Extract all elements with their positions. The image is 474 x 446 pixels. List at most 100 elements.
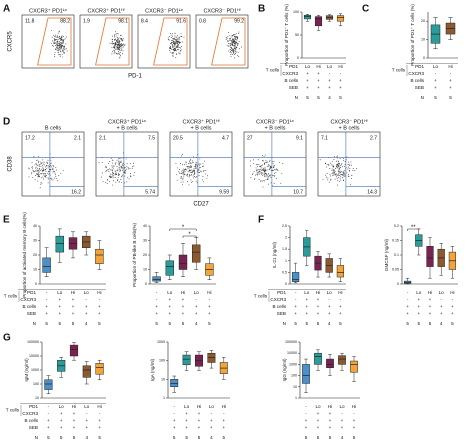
event-dot bbox=[127, 177, 129, 179]
event-dot bbox=[115, 172, 117, 174]
event-dot bbox=[191, 172, 193, 174]
event-dot bbox=[203, 170, 205, 172]
condition-cell: + bbox=[317, 71, 320, 76]
event-dot bbox=[56, 46, 58, 48]
event-dot bbox=[260, 180, 262, 182]
condition-cell: + bbox=[47, 425, 50, 430]
event-dot bbox=[178, 41, 180, 42]
condition-cell: 5 bbox=[73, 435, 76, 440]
event-dot bbox=[261, 160, 263, 161]
condition-cell: + bbox=[98, 311, 101, 316]
event-dot bbox=[115, 48, 117, 50]
event-dot bbox=[43, 174, 45, 176]
event-dot bbox=[202, 163, 204, 165]
event-dot bbox=[53, 170, 55, 172]
event-dot bbox=[116, 35, 118, 37]
event-dot bbox=[261, 169, 263, 171]
row-label: CXCR3 bbox=[270, 297, 286, 302]
event-dot bbox=[129, 163, 131, 165]
event-dot bbox=[347, 163, 349, 165]
flow-plot-title: CXCR3⁻ PD1ᴴⁱ bbox=[330, 117, 367, 125]
event-dot bbox=[234, 36, 235, 37]
event-dot bbox=[234, 53, 236, 55]
condition-cell: + bbox=[305, 311, 308, 316]
event-dot bbox=[40, 165, 42, 167]
box bbox=[95, 248, 104, 264]
event-dot bbox=[275, 168, 277, 170]
event-dot bbox=[334, 169, 335, 171]
event-dot bbox=[36, 159, 37, 161]
event-dot bbox=[57, 44, 59, 46]
condition-cell: Lo bbox=[416, 290, 422, 295]
condition-cell: + bbox=[73, 418, 76, 423]
event-dot bbox=[231, 42, 233, 44]
condition-cell: + bbox=[329, 411, 332, 416]
event-dot bbox=[44, 175, 46, 177]
event-dot bbox=[330, 175, 331, 177]
event-dot bbox=[52, 168, 54, 170]
flow-plot-title: CXCR3⁻ PD1ᴸᵒ bbox=[256, 118, 294, 125]
condition-cell: Lo bbox=[304, 290, 310, 295]
event-dot bbox=[175, 39, 177, 41]
event-dot bbox=[115, 163, 117, 165]
event-dot bbox=[171, 41, 173, 43]
y-tick-label: 20 bbox=[421, 19, 425, 23]
event-dot bbox=[234, 52, 236, 54]
condition-cell: - bbox=[340, 71, 342, 76]
flow-plot-title: + B cells bbox=[117, 125, 138, 131]
event-dot bbox=[57, 32, 59, 34]
condition-cell: + bbox=[60, 418, 63, 423]
condition-cell: + bbox=[328, 311, 331, 316]
event-dot bbox=[180, 41, 182, 43]
event-dot bbox=[264, 176, 266, 178]
event-dot bbox=[38, 171, 40, 173]
event-dot bbox=[170, 46, 171, 47]
event-dot bbox=[121, 45, 123, 47]
condition-cell: - bbox=[435, 71, 437, 76]
flow-plot-title: CXCR3⁺ PD1ᴴⁱ bbox=[87, 6, 124, 14]
event-dot bbox=[229, 44, 231, 46]
event-dot bbox=[118, 42, 120, 44]
condition-cell: 5 bbox=[59, 321, 62, 326]
condition-cell: + bbox=[195, 311, 198, 316]
event-dot bbox=[271, 161, 273, 163]
event-dot bbox=[195, 165, 197, 167]
event-dot bbox=[58, 42, 60, 44]
event-dot bbox=[253, 159, 255, 161]
event-dot bbox=[131, 168, 133, 169]
event-dot bbox=[122, 168, 124, 170]
event-dot bbox=[228, 50, 230, 52]
event-dot bbox=[329, 168, 331, 169]
event-dot bbox=[124, 45, 126, 46]
condition-cell: + bbox=[317, 425, 320, 430]
event-dot bbox=[225, 38, 227, 40]
event-dot bbox=[229, 49, 231, 50]
event-dot bbox=[193, 173, 195, 175]
row-label: CXCR3 bbox=[282, 71, 298, 76]
event-dot bbox=[46, 165, 48, 167]
condition-cell: + bbox=[47, 418, 50, 423]
event-dot bbox=[191, 181, 193, 183]
gate-percent: 4.7 bbox=[222, 135, 229, 141]
event-dot bbox=[121, 40, 123, 42]
condition-cell: Hi bbox=[97, 290, 101, 295]
event-dot bbox=[122, 40, 124, 42]
event-dot bbox=[183, 172, 185, 173]
event-dot bbox=[176, 45, 178, 47]
event-dot bbox=[113, 43, 115, 44]
condition-cell: + bbox=[449, 85, 452, 90]
y-tick-label: 100 bbox=[291, 374, 297, 378]
event-dot bbox=[176, 179, 178, 181]
condition-cell: + bbox=[429, 311, 432, 316]
event-dot bbox=[229, 39, 231, 41]
condition-cell: + bbox=[451, 311, 454, 316]
event-dot bbox=[119, 44, 120, 46]
event-dot bbox=[275, 172, 277, 173]
event-dot bbox=[31, 171, 33, 173]
event-dot bbox=[190, 170, 192, 171]
event-dot bbox=[112, 172, 114, 174]
event-dot bbox=[118, 57, 120, 59]
event-dot bbox=[115, 46, 117, 48]
event-dot bbox=[326, 166, 328, 168]
event-dot bbox=[61, 46, 62, 48]
